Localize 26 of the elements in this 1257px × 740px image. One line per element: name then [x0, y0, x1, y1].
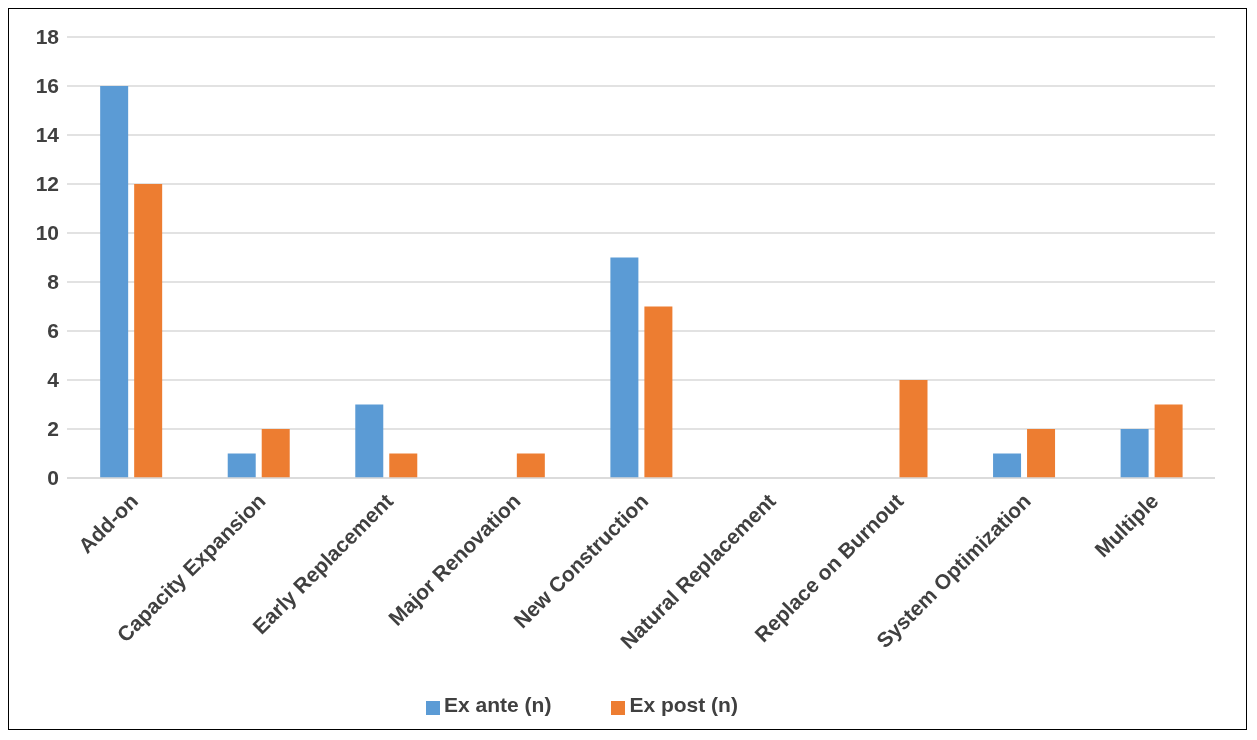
bar: [899, 380, 928, 478]
bar: [134, 184, 163, 478]
bar: [644, 306, 673, 478]
y-tick-label: 0: [47, 466, 59, 490]
legend-label: Ex post (n): [629, 693, 738, 716]
bar: [1120, 429, 1149, 478]
y-tick-label: 8: [47, 270, 60, 294]
bar: [993, 453, 1022, 478]
legend-label: Ex ante (n): [444, 693, 552, 716]
bar: [100, 86, 129, 478]
y-tick-label: 14: [35, 123, 60, 147]
y-tick-label: 2: [47, 417, 59, 441]
bar: [610, 257, 639, 478]
y-tick-label: 12: [35, 172, 59, 196]
y-tick-label: 4: [47, 368, 60, 392]
bar: [227, 453, 256, 478]
bar: [1027, 429, 1056, 478]
y-tick-label: 10: [35, 221, 59, 245]
bar: [389, 453, 418, 478]
bar: [516, 453, 545, 478]
bar: [261, 429, 290, 478]
y-tick-label: 18: [35, 25, 60, 49]
bar: [355, 404, 384, 478]
bar: [1154, 404, 1183, 478]
y-tick-label: 6: [47, 319, 59, 343]
y-tick-label: 16: [35, 74, 59, 98]
